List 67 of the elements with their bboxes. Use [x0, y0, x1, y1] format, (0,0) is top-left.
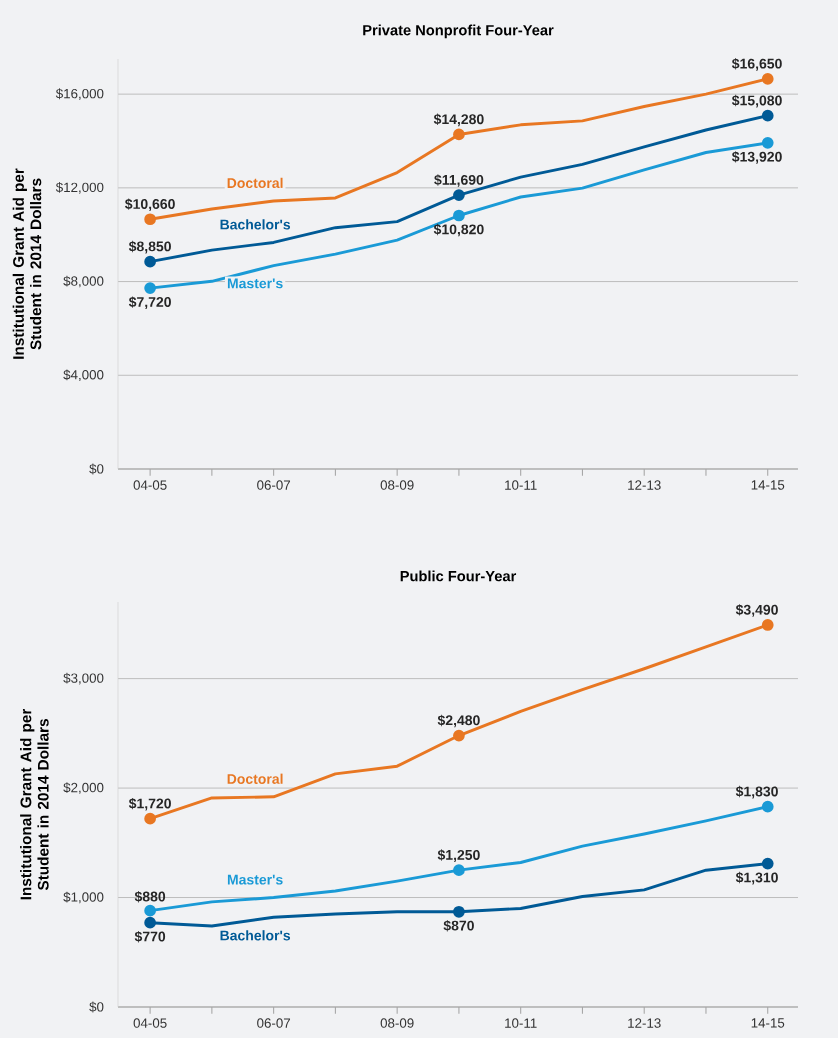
x-tick-label: 06-07 — [257, 480, 291, 490]
y-tick-label: $16,000 — [55, 88, 104, 100]
y-tick-label: $4,000 — [63, 369, 104, 382]
series-label: Bachelor's — [220, 930, 291, 941]
series-label: Doctoral — [227, 773, 283, 784]
point — [761, 73, 774, 85]
data-label: $1,250 — [437, 849, 480, 862]
y-tick-label: $2,000 — [63, 782, 104, 794]
point — [453, 189, 465, 201]
data-label: $10,660 — [125, 198, 175, 211]
x-tick-label: 04-05 — [133, 1018, 167, 1028]
x-tick-label: 10-11 — [505, 480, 537, 490]
data-label: $770 — [134, 930, 166, 943]
point — [761, 109, 774, 122]
data-label: $11,690 — [434, 174, 484, 187]
data-label: $1,310 — [735, 871, 778, 885]
data-label: $1,720 — [128, 797, 171, 811]
x-tick-label: 12-13 — [628, 1018, 661, 1028]
data-label: $8,850 — [128, 240, 171, 254]
point — [761, 619, 774, 631]
point — [453, 905, 465, 918]
point — [144, 255, 156, 268]
y-axis-title: Institutional Grant Aid per Student in 2014 Dollars — [20, 708, 49, 900]
series-label: Master's — [227, 278, 283, 289]
y-axis-title: Institutional Grant Aid per Student in 2014 Dollars — [12, 168, 42, 359]
data-label: $2,480 — [437, 714, 480, 728]
data-label: $7,720 — [128, 296, 171, 309]
data-label: $880 — [134, 890, 166, 903]
series-label: Doctoral — [227, 177, 283, 189]
point — [144, 904, 156, 917]
point — [144, 213, 156, 226]
x-tick-label: 04-05 — [133, 480, 167, 490]
point — [761, 800, 774, 813]
data-label: $16,650 — [731, 58, 782, 71]
series-label: Master's — [227, 874, 283, 885]
point — [761, 857, 774, 870]
x-tick-label: 12-13 — [628, 480, 661, 490]
y-tick-label: $0 — [89, 1001, 104, 1013]
point — [144, 812, 156, 825]
y-tick-label: $1,000 — [63, 891, 104, 904]
data-label: $15,080 — [731, 94, 782, 108]
point — [144, 916, 156, 929]
point — [453, 729, 465, 742]
data-label: $3,490 — [735, 604, 778, 617]
y-tick-label: $3,000 — [63, 672, 104, 685]
x-tick-label: 06-07 — [257, 1018, 291, 1028]
x-tick-label: 14-15 — [751, 1018, 785, 1028]
point — [453, 128, 465, 141]
x-tick-label: 14-15 — [751, 480, 785, 490]
point — [144, 282, 156, 294]
y-tick-label: $12,000 — [55, 182, 104, 194]
y-tick-label: $8,000 — [63, 275, 104, 288]
x-tick-label: 08-09 — [380, 1018, 414, 1028]
point — [761, 137, 774, 149]
data-label: $14,280 — [433, 113, 484, 127]
series-label: Bachelor's — [220, 219, 291, 230]
data-label: $1,830 — [735, 785, 778, 799]
chart-title: Public Four-Year — [400, 570, 517, 582]
data-label: $13,920 — [731, 151, 782, 164]
x-tick-label: 10-11 — [505, 1018, 537, 1028]
data-label: $10,820 — [433, 223, 484, 237]
data-label: $870 — [443, 920, 474, 932]
point — [453, 209, 465, 222]
point — [453, 864, 465, 877]
chart-title: Private Nonprofit Four-Year — [363, 24, 554, 39]
y-tick-label: $0 — [89, 463, 104, 475]
x-tick-label: 08-09 — [380, 480, 414, 490]
